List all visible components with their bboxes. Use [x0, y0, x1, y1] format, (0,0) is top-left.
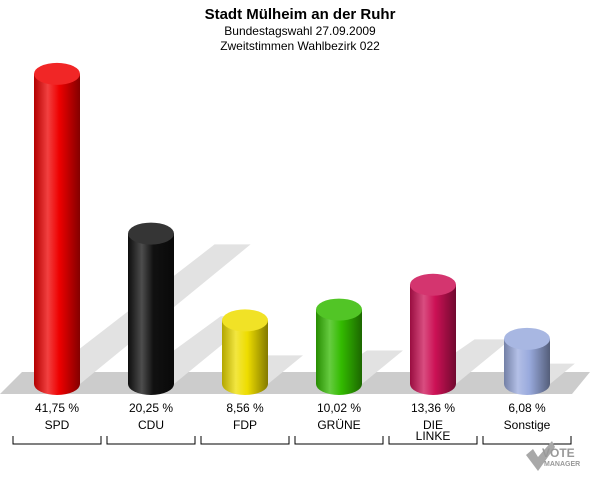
bar-top-cdu — [128, 222, 174, 245]
logo-text-vote: VOTE — [542, 446, 575, 460]
chart-subtitle-2: Zweitstimmen Wahlbezirk 022 — [220, 39, 380, 53]
bar-top-sonstige — [504, 327, 550, 350]
bar-top-fdp — [222, 309, 268, 332]
category-label-gr-ne: GRÜNE — [317, 418, 360, 432]
logo-text-manager: MANAGER — [544, 461, 580, 468]
bar-fdp — [222, 320, 268, 395]
category-label-fdp: FDP — [233, 418, 257, 432]
category-label-cdu: CDU — [138, 418, 164, 432]
bar-top-die-linke — [410, 273, 456, 296]
value-labels: 41,75 % 20,25 % 8,56 % 10,02 % 13,36 % 6,08 % — [35, 401, 546, 415]
category-bracket-gr-ne — [294, 436, 384, 445]
bar-spd — [34, 73, 80, 395]
category-labels: SPD CDU FDP GRÜNE DIE LINKE Sonstige — [12, 418, 572, 445]
category-label-die-linke: DIE LINKE — [416, 418, 451, 443]
value-label-die-linke: 13,36 % — [411, 401, 455, 415]
bar-gr-ne — [316, 309, 362, 395]
value-label-fdp: 8,56 % — [226, 401, 264, 415]
category-bracket-spd — [12, 436, 102, 445]
category-label-spd: SPD — [45, 418, 70, 432]
chart-subtitle: Bundestagswahl 27.09.2009 — [224, 24, 376, 38]
bar-top-gr-ne — [316, 298, 362, 321]
bar-die-linke — [410, 284, 456, 395]
value-label-spd: 41,75 % — [35, 401, 79, 415]
value-label-sonstige: 6,08 % — [508, 401, 546, 415]
category-bracket-die-linke — [388, 436, 478, 445]
checkmark-icon — [526, 441, 555, 471]
category-label-sonstige: Sonstige — [504, 418, 551, 432]
bar-top-spd — [34, 62, 80, 85]
value-label-cdu: 20,25 % — [129, 401, 173, 415]
category-bracket-sonstige — [482, 436, 572, 445]
chart-title: Stadt Mülheim an der Ruhr — [205, 6, 396, 23]
bar-cdu — [128, 233, 174, 395]
value-label-gr-ne: 10,02 % — [317, 401, 361, 415]
category-bracket-fdp — [200, 436, 290, 445]
bars — [34, 62, 550, 395]
vote-manager-logo: VOTE MANAGER — [526, 441, 580, 471]
bar-shadows — [34, 244, 575, 384]
bar-sonstige — [504, 338, 550, 395]
category-bracket-cdu — [106, 436, 196, 445]
